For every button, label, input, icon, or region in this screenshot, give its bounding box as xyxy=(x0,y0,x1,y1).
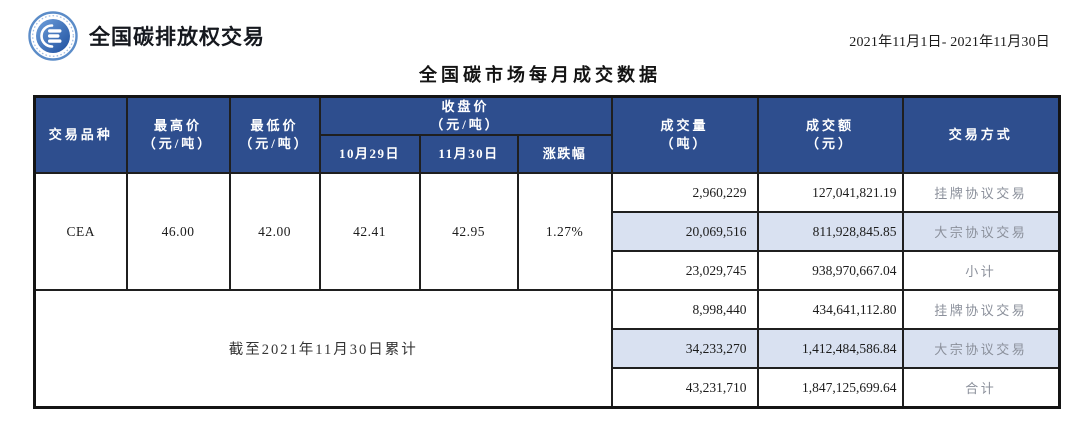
amount-cell: 1,847,125,699.64 xyxy=(756,367,904,409)
volume-cell: 20,069,516 xyxy=(610,211,759,252)
col-header-change-rate: 涨跌幅 xyxy=(516,134,613,174)
amount-cell: 434,641,112.80 xyxy=(756,289,904,330)
trade-method-cell: 挂牌协议交易 xyxy=(901,289,1061,330)
trade-method-cell: 合计 xyxy=(901,367,1061,409)
col-header-amount: 成交额 （元） xyxy=(756,95,904,174)
table-row-cumulative-block: 34,233,270 1,412,484,586.84 大宗协议交易 xyxy=(35,328,1061,369)
volume-cell: 2,960,229 xyxy=(610,172,759,213)
col-header-close-price-group: 收盘价 （元/吨） xyxy=(318,95,613,136)
carbon-exchange-logo-icon xyxy=(28,11,78,61)
amount-cell: 938,970,667.04 xyxy=(756,250,904,291)
table-row-monthly-listed: CEA 46.00 42.00 42.41 42.95 1.27% 2,960,… xyxy=(33,172,1061,291)
low-price-cell: 42.00 xyxy=(228,172,321,291)
col-header-close-nov30: 11月30日 xyxy=(418,134,519,174)
page-title: 全国碳市场每月成交数据 xyxy=(419,65,661,85)
change-rate-cell: 1.27% xyxy=(516,172,613,291)
col-header-high-price: 最高价 （元/吨） xyxy=(125,95,231,174)
volume-cell: 8,998,440 xyxy=(610,289,759,330)
monthly-trading-table: 交易品种 最高价 （元/吨） 最低价 （元/吨） 收盘价 （元/吨） 成交量 （… xyxy=(33,95,1061,409)
volume-cell: 34,233,270 xyxy=(610,328,759,369)
trade-method-cell: 大宗协议交易 xyxy=(901,328,1061,369)
col-header-variety: 交易品种 xyxy=(33,95,128,174)
trade-method-cell: 挂牌协议交易 xyxy=(901,172,1061,213)
volume-cell: 23,029,745 xyxy=(610,250,759,291)
amount-cell: 1,412,484,586.84 xyxy=(756,328,904,369)
period-label: 2021年11月1日- 2021年11月30日 xyxy=(849,35,1050,50)
close-oct29-cell: 42.41 xyxy=(318,172,421,291)
trade-method-cell: 小计 xyxy=(901,250,1061,291)
col-header-volume: 成交量 （吨） xyxy=(610,95,759,174)
volume-cell: 43,231,710 xyxy=(610,367,759,409)
amount-cell: 127,041,821.19 xyxy=(756,172,904,213)
trade-method-cell: 大宗协议交易 xyxy=(901,211,1061,252)
close-nov30-cell: 42.95 xyxy=(418,172,519,291)
table-row-cumulative-total: 43,231,710 1,847,125,699.64 合计 xyxy=(35,367,1061,409)
col-header-close-oct29: 10月29日 xyxy=(318,134,421,174)
variety-cell: CEA xyxy=(33,172,128,291)
amount-cell: 811,928,845.85 xyxy=(756,211,904,252)
col-header-low-price: 最低价 （元/吨） xyxy=(228,95,321,174)
table-row-monthly-subtotal: 23,029,745 938,970,667.04 小计 xyxy=(35,250,1061,291)
brand-header: 全国碳排放权交易 xyxy=(28,11,265,61)
brand-name: 全国碳排放权交易 xyxy=(89,26,265,49)
high-price-cell: 46.00 xyxy=(125,172,231,291)
col-header-trade-method: 交易方式 xyxy=(901,95,1061,174)
table-row-monthly-block: 20,069,516 811,928,845.85 大宗协议交易 xyxy=(35,211,1061,252)
table-row-cumulative-listed: 截至2021年11月30日累计 8,998,440 434,641,112.80… xyxy=(33,289,1061,409)
cumulative-label-cell: 截至2021年11月30日累计 xyxy=(33,289,613,409)
